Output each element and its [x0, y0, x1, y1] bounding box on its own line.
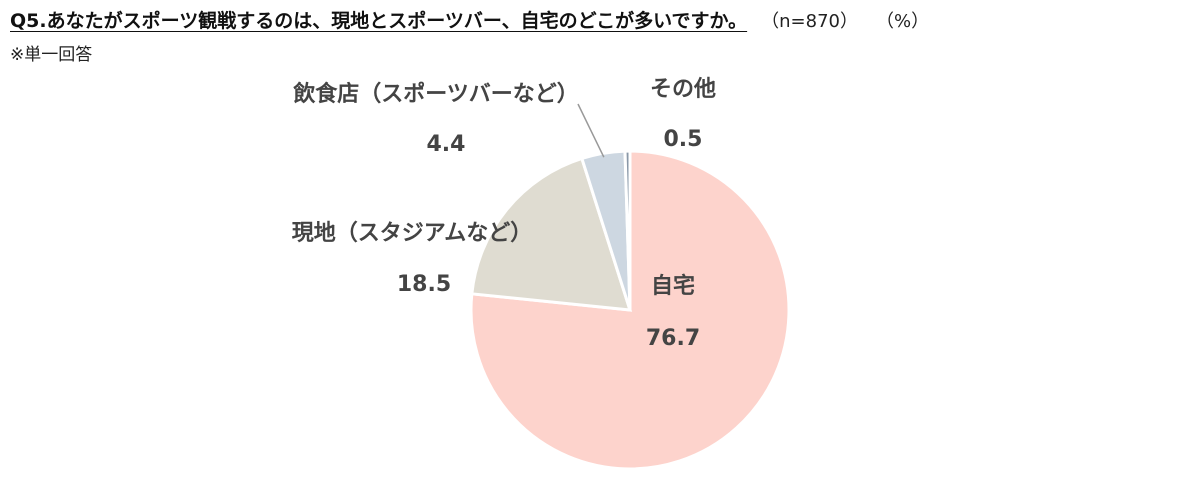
leader-line-bar: [577, 103, 605, 158]
slice-value-stadium: 18.5: [397, 272, 451, 297]
answer-type-note: ※単一回答: [10, 45, 93, 65]
pie-slice-other: [623, 149, 632, 311]
slice-label-stadium: 現地（スタジアムなど）: [292, 221, 532, 246]
slice-label-bar: 飲食店（スポーツバーなど）: [292, 81, 579, 107]
slice-value-bar: 4.4: [427, 132, 466, 157]
title-row: Q5.あなたがスポーツ観戦するのは、現地とスポーツバー、自宅のどこが多いですか。…: [10, 6, 1190, 33]
chart-title: Q5.あなたがスポーツ観戦するのは、現地とスポーツバー、自宅のどこが多いですか。: [10, 10, 748, 32]
slice-label-other: その他: [650, 77, 716, 102]
pie-slice-stadium: [470, 156, 633, 312]
slice-value-home: 76.7: [646, 326, 700, 351]
slice-label-home: 自宅: [651, 273, 695, 299]
sample-size: （n=870）: [761, 11, 858, 32]
slice-value-other: 0.5: [664, 127, 703, 152]
unit-label: （%）: [875, 11, 930, 32]
